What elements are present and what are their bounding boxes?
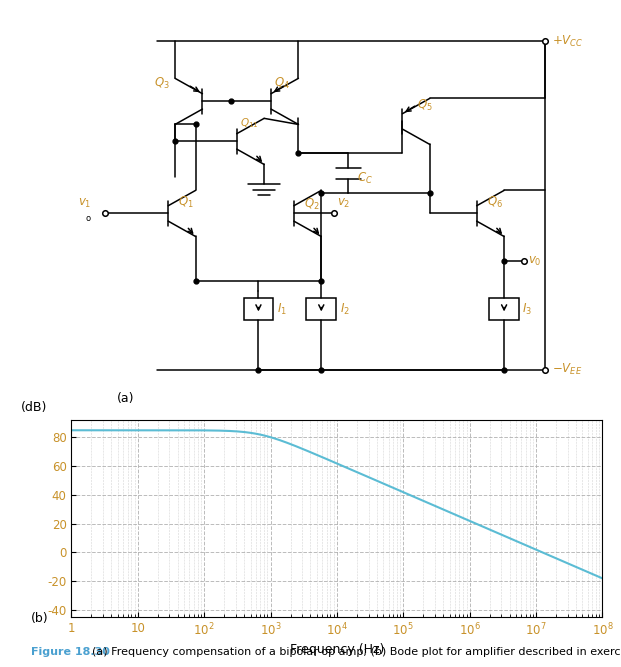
Text: $Q_4$: $Q_4$	[274, 77, 290, 91]
Text: $Q_1$: $Q_1$	[178, 195, 194, 209]
Text: o: o	[86, 213, 91, 223]
Text: (dB): (dB)	[21, 400, 47, 414]
Text: $Q_5$: $Q_5$	[417, 99, 432, 113]
Text: (a): (a)	[117, 392, 134, 404]
Text: $Q_6$: $Q_6$	[487, 195, 503, 209]
Text: Figure 18.30: Figure 18.30	[31, 647, 110, 657]
Text: $I_3$: $I_3$	[522, 302, 532, 317]
Text: +$V_{CC}$: +$V_{CC}$	[552, 34, 584, 49]
X-axis label: Frequency (Hz): Frequency (Hz)	[290, 642, 384, 656]
Text: $Q_3$: $Q_3$	[154, 77, 170, 91]
Text: $I_1$: $I_1$	[277, 302, 287, 317]
Bar	[489, 299, 519, 321]
Text: $Q_{11}$: $Q_{11}$	[240, 116, 258, 130]
Text: $Q_2$: $Q_2$	[304, 197, 320, 211]
Text: (a) Frequency compensation of a bipolar op amp; (b) Bode plot for amplifier desc: (a) Frequency compensation of a bipolar …	[85, 647, 621, 657]
Bar	[306, 299, 336, 321]
Bar	[243, 299, 273, 321]
Text: (b): (b)	[31, 612, 48, 624]
Text: $v_0$: $v_0$	[528, 255, 542, 268]
Text: $v_2$: $v_2$	[337, 197, 350, 210]
Text: $-V_{EE}$: $-V_{EE}$	[552, 362, 582, 377]
Text: $C_C$: $C_C$	[356, 171, 373, 185]
Text: $v_1$: $v_1$	[78, 197, 91, 210]
Text: $I_2$: $I_2$	[340, 302, 350, 317]
